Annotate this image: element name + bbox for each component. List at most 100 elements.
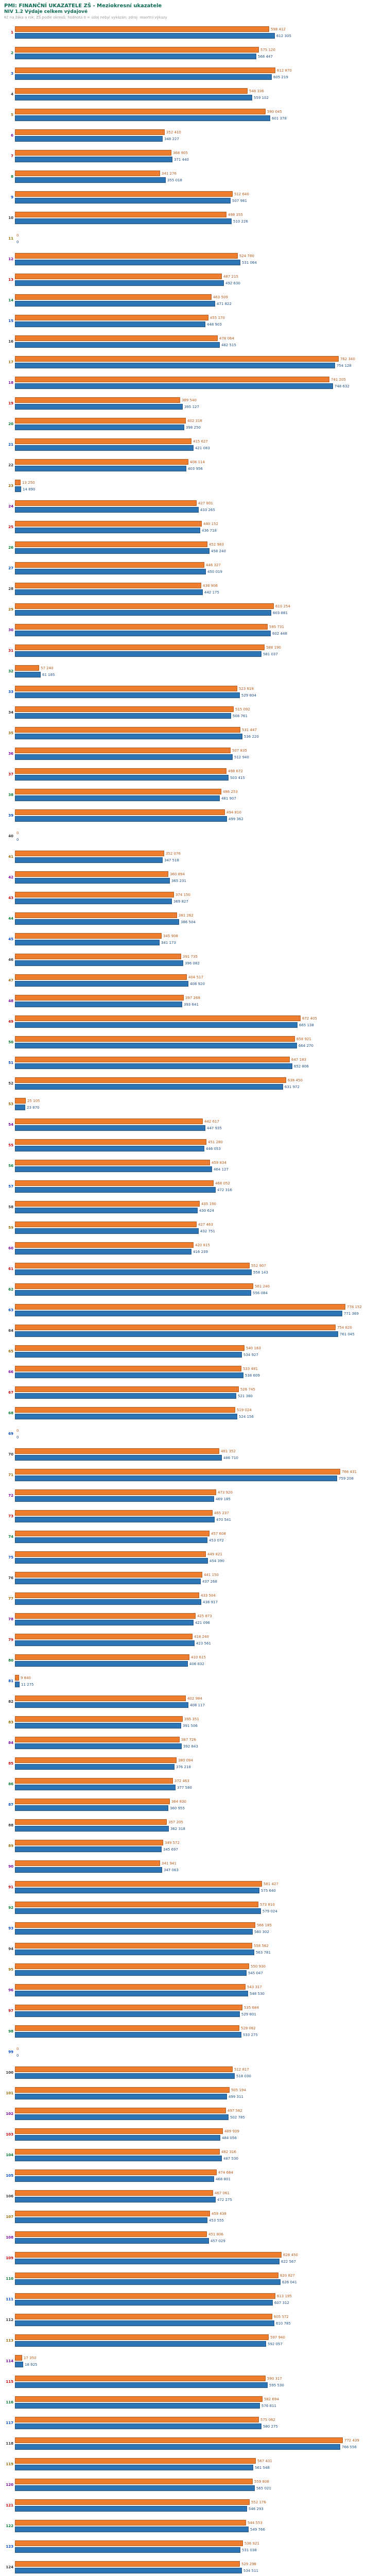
bar-series-1: [15, 603, 274, 609]
bar-series-1: [15, 1799, 170, 1804]
bar-group: 590 045 601 378: [15, 108, 386, 122]
chart-row: 92 573 810 579 024: [0, 1897, 386, 1918]
bar-group: 478 064 482 515: [15, 335, 386, 348]
bar-value: 432 751: [200, 1229, 215, 1233]
bar-group: 402 318 398 250: [15, 417, 386, 431]
bar-value: 602 448: [272, 631, 287, 636]
bar-line: 451 280: [15, 1139, 386, 1145]
chart-row: 33 523 618 529 804: [0, 682, 386, 702]
row-label: 87: [8, 1803, 13, 1807]
bar-value: 397 268: [185, 995, 200, 1000]
bar-value: 459 834: [212, 1160, 226, 1165]
bar-line: 387 726: [15, 1736, 386, 1743]
chart-row: 62 561 240 556 084: [0, 1279, 386, 1300]
bar-group: 441 150 437 268: [15, 1571, 386, 1585]
chart-row: 115 590 317 595 530: [0, 2371, 386, 2392]
bar-value: 546 293: [249, 2506, 264, 2511]
bar-line: 595 731: [15, 623, 386, 630]
bar-value: 498 672: [228, 769, 243, 773]
bar-value: 603 881: [273, 611, 288, 615]
row-label: 20: [8, 422, 13, 426]
bar-series-2: [15, 280, 224, 286]
bar-line: 402 318: [15, 417, 386, 424]
bar-value: 581 427: [264, 1882, 278, 1886]
bar-series-2: [15, 74, 272, 80]
chart-row: 71 766 431 759 208: [0, 1465, 386, 1485]
bar-series-2: [15, 2362, 23, 2367]
bar-value: 472 316: [217, 1188, 232, 1192]
bar-line: 402 984: [15, 1695, 386, 1702]
bar-series-1: [15, 1696, 186, 1701]
bar-group: 498 355 510 226: [15, 211, 386, 225]
bar-series-2: [15, 589, 203, 595]
bar-group: 415 627 421 083: [15, 438, 386, 451]
row-label: 72: [8, 1494, 13, 1498]
row-label: 112: [6, 2318, 13, 2322]
chart-row: 50 658 921 664 270: [0, 1032, 386, 1053]
bar-series-2: [15, 1764, 174, 1770]
bar-value: 582 694: [264, 2397, 279, 2401]
chart-row: 36 507 835 512 940: [0, 743, 386, 764]
bar-series-1: [15, 748, 231, 753]
bar-value: 352 410: [166, 130, 181, 134]
bar-group: 494 810 499 362: [15, 809, 386, 822]
bar-series-2: [15, 2527, 249, 2532]
bar-value: 374 150: [176, 892, 190, 897]
bar-value: 423 561: [196, 1641, 211, 1646]
bar-line: 536 921: [15, 2540, 386, 2547]
bar-value: 534 511: [243, 2568, 258, 2573]
bar-series-1: [15, 2520, 246, 2526]
bar-line: 533 481: [15, 1365, 386, 1372]
row-label: 83: [8, 1720, 13, 1724]
bar-line: 581 427: [15, 1880, 386, 1887]
row-label: 97: [8, 2009, 13, 2013]
bar-series-2: [15, 54, 256, 59]
bar-series-1: [15, 129, 165, 135]
bar-series-1: [15, 2540, 243, 2546]
bar-value: 14 890: [23, 487, 36, 492]
row-label: 120: [6, 2483, 13, 2487]
bar-value: 508 761: [233, 714, 248, 718]
row-label: 102: [6, 2112, 13, 2116]
bar-group: 528 062 533 275: [15, 2025, 386, 2038]
bar-value: 631 972: [285, 1084, 300, 1089]
chart-row: 34 515 092 508 761: [0, 702, 386, 723]
bar-group: 612 870 605 219: [15, 67, 386, 80]
bar-line: 494 810: [15, 809, 386, 816]
bar-series-2: [15, 1084, 283, 1090]
bar-series-1: [15, 974, 187, 980]
bar-line: 478 064: [15, 335, 386, 342]
bar-series-1: [15, 459, 188, 465]
bar-series-2: [15, 2279, 280, 2285]
bar-value: 524 780: [239, 253, 254, 258]
bar-series-2: [15, 1970, 247, 1976]
bar-line: 548 530: [15, 1990, 386, 1997]
bar-value: 579 024: [262, 1909, 277, 1913]
row-label: 37: [8, 772, 13, 776]
chart-row: 49 672 405 665 138: [0, 1011, 386, 1032]
chart-row: 42 360 894 365 231: [0, 867, 386, 888]
bar-line: 487 530: [15, 2155, 386, 2162]
bar-value: 595 731: [269, 624, 284, 629]
chart-row: 9 512 640 507 981: [0, 187, 386, 208]
bar-group: 57 240 61 185: [15, 665, 386, 678]
bar-series-1: [15, 1840, 163, 1845]
bar-line: 628 450: [15, 2251, 386, 2258]
bar-line: 565 021: [15, 2485, 386, 2492]
bar-series-2: [15, 157, 172, 162]
bar-value: 408 117: [190, 1703, 205, 1707]
bar-value: 427 463: [198, 1222, 213, 1227]
bar-value: 664 270: [299, 1043, 313, 1048]
bar-line: 535 684: [15, 2004, 386, 2011]
bar-series-2: [15, 1455, 222, 1461]
bar-value: 638 450: [288, 1078, 303, 1082]
chart-row: 32 57 240 61 185: [0, 661, 386, 682]
bar-line: 345 908: [15, 933, 386, 939]
bar-value: 357 205: [168, 1820, 183, 1824]
bar-series-1: [15, 912, 177, 918]
bar-value: 377 580: [177, 1785, 192, 1790]
row-label: 60: [8, 1246, 13, 1250]
bar-series-2: [15, 672, 41, 677]
bar-line: 457 608: [15, 1530, 386, 1537]
